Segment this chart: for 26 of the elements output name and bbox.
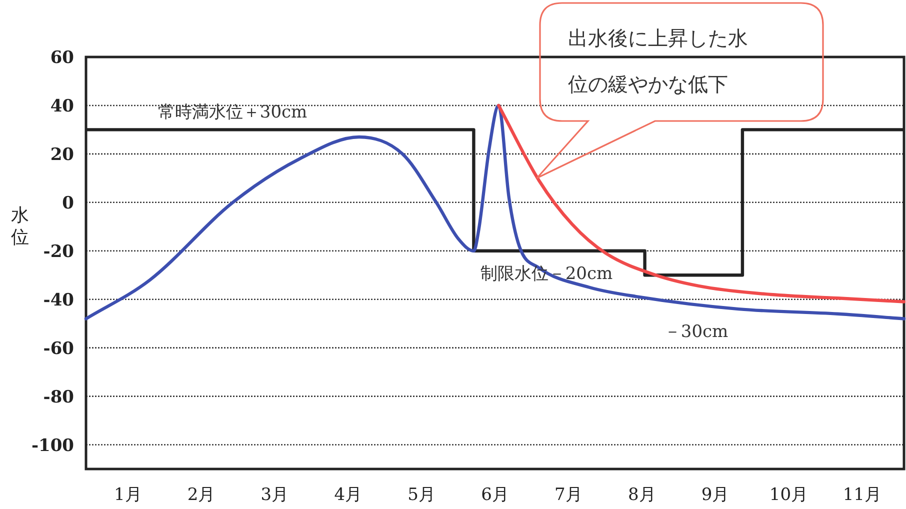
x-tick-label: 5月 <box>408 485 436 505</box>
y-axis-title: 水位 <box>11 205 29 248</box>
annotation: 出水後に上昇した水位の緩やかな低下 <box>568 26 748 96</box>
x-tick-label: 10月 <box>769 485 808 505</box>
y-tick-label: -100 <box>31 436 74 456</box>
x-tick-label: 7月 <box>554 485 582 505</box>
annotation: －30cm <box>664 322 728 342</box>
y-tick-label: 20 <box>50 144 74 165</box>
y-tick-label: 60 <box>50 48 74 68</box>
x-tick-label: 6月 <box>481 485 509 505</box>
x-tick-label: 1月 <box>114 485 142 505</box>
y-tick-label: 0 <box>62 193 74 214</box>
x-tick-label: 8月 <box>628 485 656 505</box>
y-tick-label: -40 <box>43 290 74 310</box>
line-series <box>497 104 906 304</box>
x-tick-label: 11月 <box>842 485 882 505</box>
line-series <box>84 104 906 320</box>
y-tick-label: -60 <box>43 338 74 359</box>
x-tick-label: 3月 <box>260 485 289 505</box>
y-tick-label: -20 <box>43 242 74 262</box>
x-tick-label: 2月 <box>187 485 216 505</box>
y-tick-label: 40 <box>50 96 74 116</box>
annotation: 制限水位－20cm <box>480 264 613 284</box>
x-tick-label: 4月 <box>334 485 362 505</box>
y-tick-label: -80 <box>43 387 74 408</box>
x-tick-label: 9月 <box>701 485 730 505</box>
